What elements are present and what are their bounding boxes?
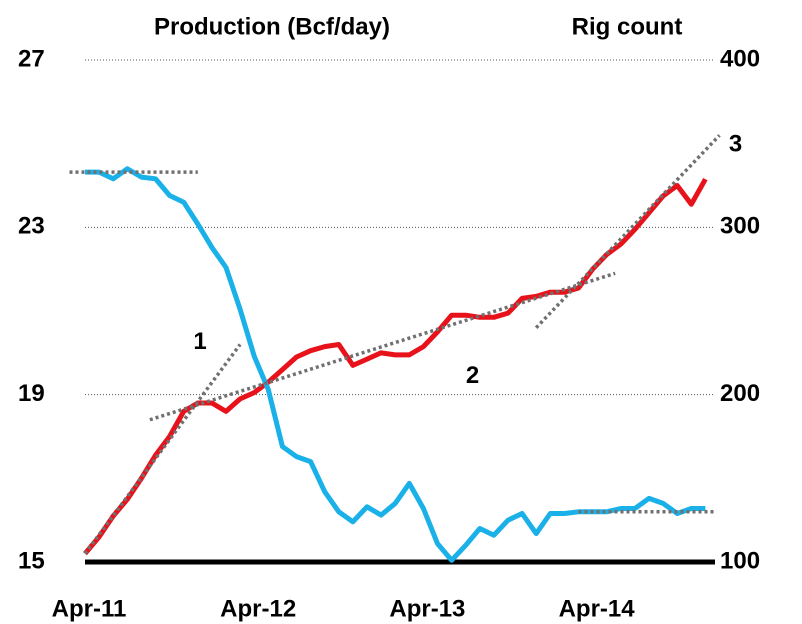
series-line xyxy=(83,177,708,556)
y-tick-label: 19 xyxy=(18,380,45,407)
trend-label: 1 xyxy=(193,328,206,355)
y2-tick-label: 200 xyxy=(720,380,760,407)
trend-line xyxy=(534,134,721,329)
trend-line xyxy=(149,271,616,422)
y-tick-label: 27 xyxy=(18,45,45,72)
x-tick-label: Apr-14 xyxy=(559,595,636,622)
y-tick-label: 23 xyxy=(18,213,45,240)
trend-line xyxy=(83,343,242,555)
y-tick-label: 15 xyxy=(18,547,45,574)
x-tick-label: Apr-11 xyxy=(52,595,127,622)
y-axis-title: Production (Bcf/day) xyxy=(154,13,390,40)
trend-label: 3 xyxy=(729,131,742,158)
y2-axis-title: Rig count xyxy=(572,13,683,40)
x-tick-label: Apr-12 xyxy=(220,595,296,622)
y2-tick-label: 300 xyxy=(720,213,760,240)
y2-tick-label: 400 xyxy=(720,45,760,72)
y2-tick-label: 100 xyxy=(720,547,760,574)
x-tick-label: Apr-13 xyxy=(389,595,465,622)
trend-label: 2 xyxy=(466,362,479,389)
series-line xyxy=(85,166,706,563)
